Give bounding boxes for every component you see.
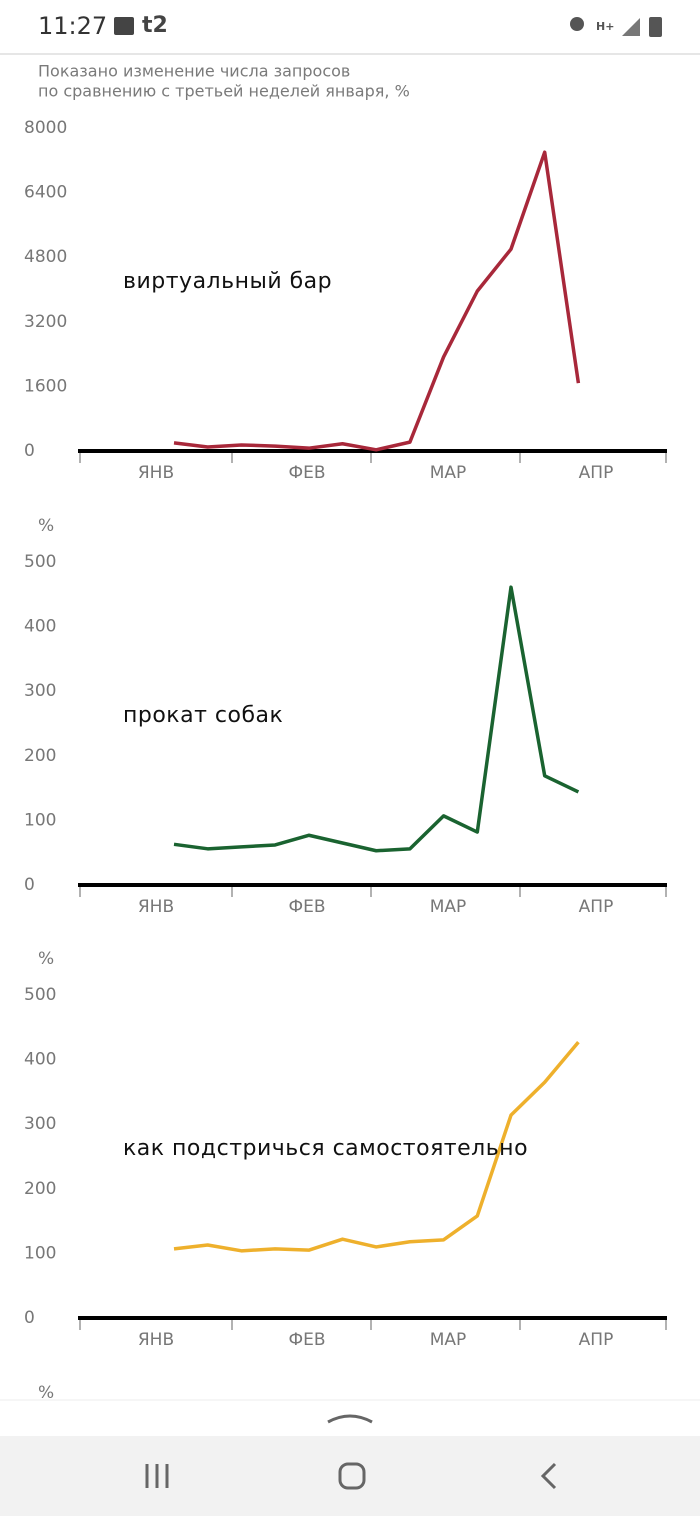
y-tick-label: 0 bbox=[24, 875, 35, 895]
y-tick-label: 8000 bbox=[24, 118, 67, 138]
y-tick-label: 6400 bbox=[24, 183, 67, 203]
y-unit: % bbox=[38, 516, 54, 536]
y-tick-label: 200 bbox=[24, 746, 56, 766]
clock: 11:27 bbox=[38, 12, 107, 40]
y-tick-label: 500 bbox=[24, 985, 56, 1005]
home-button[interactable] bbox=[338, 1462, 366, 1490]
y-tick-label: 0 bbox=[24, 1308, 35, 1328]
battery-icon bbox=[649, 17, 662, 37]
x-month-label: АПР bbox=[579, 463, 614, 483]
series-label: виртуальный бар bbox=[123, 269, 332, 294]
expand-handle[interactable] bbox=[327, 1414, 373, 1424]
x-month-label: ЯНВ bbox=[138, 897, 174, 917]
x-month-label: ЯНВ bbox=[138, 1330, 174, 1350]
y-tick-label: 400 bbox=[24, 1050, 56, 1070]
sheet-handle-area bbox=[0, 1400, 700, 1436]
x-month-label: МАР bbox=[430, 1330, 467, 1350]
nav-bar bbox=[0, 1436, 700, 1516]
y-tick-label: 100 bbox=[24, 810, 56, 830]
location-icon bbox=[570, 17, 584, 31]
series-label: как подстричься самостоятельно bbox=[123, 1136, 528, 1161]
x-month-label: АПР bbox=[579, 1330, 614, 1350]
next-y-unit: % bbox=[38, 1383, 54, 1403]
back-button[interactable] bbox=[540, 1462, 557, 1490]
y-tick-label: 400 bbox=[24, 617, 56, 637]
recent-apps-button[interactable] bbox=[145, 1464, 169, 1488]
carrier: t2 bbox=[142, 13, 168, 38]
y-tick-label: 300 bbox=[24, 681, 56, 701]
y-tick-label: 300 bbox=[24, 1114, 56, 1134]
data-line bbox=[173, 585, 580, 853]
y-tick-label: 500 bbox=[24, 552, 56, 572]
network-icon: H+ bbox=[596, 20, 614, 33]
x-month-label: ФЕВ bbox=[288, 897, 325, 917]
x-month-label: АПР bbox=[579, 897, 614, 917]
gallery-icon bbox=[114, 17, 134, 35]
y-tick-label: 3200 bbox=[24, 312, 67, 332]
y-tick-label: 4800 bbox=[24, 247, 67, 267]
x-month-label: ЯНВ bbox=[138, 463, 174, 483]
signal-icon bbox=[622, 18, 640, 36]
data-line bbox=[173, 1041, 580, 1253]
subtitle: по сравнению с третьей неделей января, % bbox=[38, 82, 410, 101]
y-unit: % bbox=[38, 949, 54, 969]
y-tick-label: 1600 bbox=[24, 376, 67, 396]
y-tick-label: 200 bbox=[24, 1179, 56, 1199]
subtitle: Показано изменение числа запросов bbox=[38, 62, 350, 81]
y-tick-label: 0 bbox=[24, 441, 35, 461]
data-line bbox=[173, 150, 581, 452]
x-month-label: МАР bbox=[430, 463, 467, 483]
series-label: прокат собак bbox=[123, 703, 283, 728]
x-month-label: МАР bbox=[430, 897, 467, 917]
y-tick-label: 100 bbox=[24, 1243, 56, 1263]
x-month-label: ФЕВ bbox=[288, 463, 325, 483]
x-month-label: ФЕВ bbox=[288, 1330, 325, 1350]
